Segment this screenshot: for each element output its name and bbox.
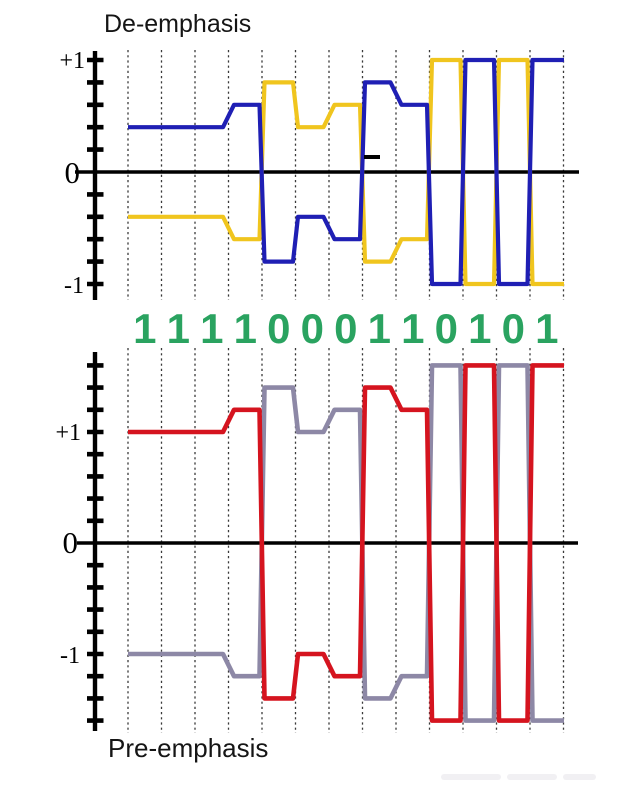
bottom-y-label-plus-one: +1 [55, 420, 81, 446]
top-y-label-zero: 0 [65, 155, 81, 190]
bit-label: 1 [234, 305, 257, 352]
bit-label: 1 [167, 305, 190, 352]
de-emphasis-chart [75, 50, 579, 300]
bit-label: 0 [502, 305, 525, 352]
bit-label: 1 [200, 305, 223, 352]
bottom-y-label-minus-one: -1 [60, 643, 80, 669]
bit-label: 1 [468, 305, 491, 352]
watermark-smudge [441, 774, 596, 780]
bit-label: 0 [267, 305, 290, 352]
waveform-yellow [128, 57, 564, 287]
top-y-label-plus-one: +1 [59, 48, 85, 74]
bit-label: 0 [435, 305, 458, 352]
bit-label: 1 [535, 305, 558, 352]
bottom-chart-title: Pre-emphasis [108, 733, 268, 763]
waveform-blue [128, 57, 564, 287]
bit-label: 1 [368, 305, 391, 352]
bit-label: 0 [301, 305, 324, 352]
top-y-label-minus-one: -1 [64, 273, 84, 299]
bit-label: 1 [133, 305, 156, 352]
waveform-gray [128, 363, 564, 723]
waveform-red [128, 363, 564, 723]
bottom-y-label-zero: 0 [63, 525, 79, 560]
bit-label: 0 [334, 305, 357, 352]
top-chart-title: De-emphasis [104, 10, 251, 38]
pre-emphasis-chart [77, 348, 578, 733]
bit-label: 1 [401, 305, 424, 352]
